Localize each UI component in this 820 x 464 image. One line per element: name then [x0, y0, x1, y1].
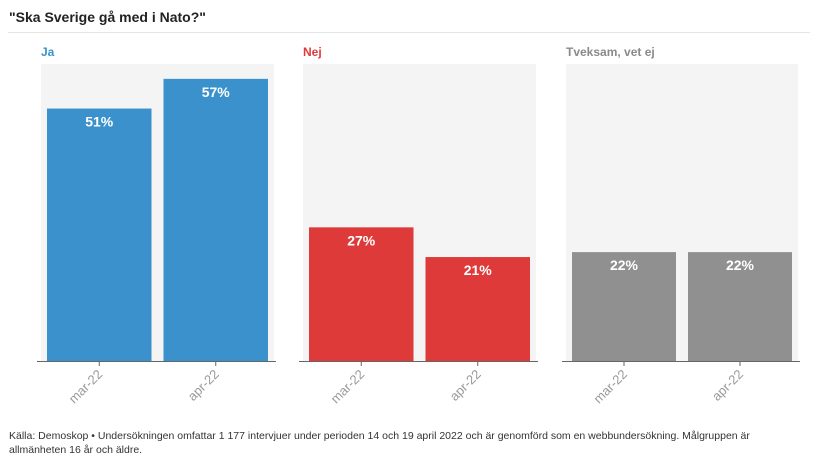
data-label: 27% [347, 232, 376, 248]
bar [425, 257, 530, 361]
panel-title: Ja [41, 45, 55, 59]
title-divider [8, 32, 810, 33]
data-label: 51% [85, 114, 114, 130]
x-tick-label: apr-22 [185, 367, 222, 404]
x-tick-label: apr-22 [709, 367, 746, 404]
data-label: 57% [202, 84, 231, 100]
source-note: Källa: Demoskop • Undersökningen omfatta… [9, 430, 750, 456]
x-tick-label: mar-22 [328, 367, 368, 407]
chart-title: "Ska Sverige gå med i Nato?" [9, 9, 206, 25]
data-label: 22% [610, 257, 639, 273]
bar [47, 108, 152, 361]
data-label: 21% [464, 262, 493, 278]
bar [572, 252, 676, 361]
x-tick-label: apr-22 [447, 367, 484, 404]
x-tick-label: mar-22 [590, 367, 630, 407]
x-tick-label: mar-22 [66, 367, 106, 407]
data-label: 22% [726, 257, 755, 273]
bar [163, 78, 268, 361]
panel-title: Tveksam, vet ej [566, 45, 655, 59]
bar [688, 252, 792, 361]
panel-title: Nej [303, 45, 322, 59]
bar [309, 227, 414, 361]
